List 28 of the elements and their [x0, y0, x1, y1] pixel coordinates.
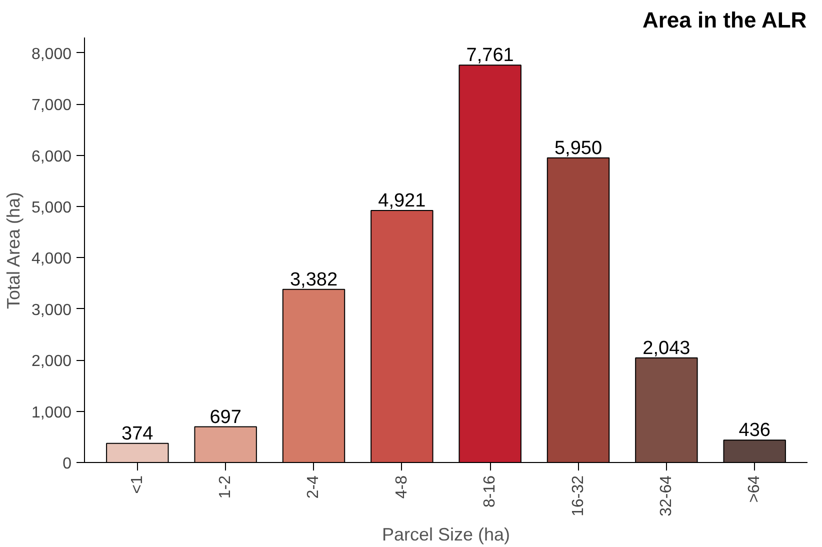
data-label: 4,921: [378, 190, 426, 212]
y-tick-label: 1,000: [31, 404, 72, 422]
chart-title: Area in the ALR: [642, 8, 807, 32]
data-label: 2,043: [642, 338, 690, 359]
x-tick-label: 32-64: [658, 475, 675, 516]
x-tick-label: 1-2: [217, 475, 234, 499]
data-label: 3,382: [290, 269, 338, 290]
y-tick-label: 4,000: [31, 250, 72, 268]
y-tick-label: 7,000: [31, 97, 72, 114]
data-label: 697: [210, 406, 242, 428]
data-label: 374: [122, 423, 154, 444]
x-tick-label: <1: [128, 475, 146, 494]
x-tick-label: >64: [746, 475, 764, 503]
data-label: 5,950: [554, 138, 602, 159]
x-tick-label: 4-8: [393, 475, 410, 499]
x-tick-label: 16-32: [570, 475, 587, 516]
y-axis-title: Total Area (ha): [3, 192, 24, 310]
y-tick-label: 5,000: [31, 199, 72, 216]
y-tick-label: 2,000: [31, 353, 72, 370]
y-tick-label: 3,000: [31, 302, 72, 319]
x-axis-title: Parcel Size (ha): [382, 524, 510, 544]
y-tick-label: 6,000: [31, 148, 72, 166]
data-label: 436: [738, 420, 770, 442]
y-tick-label: 0: [62, 456, 72, 472]
data-label: 7,761: [466, 45, 514, 66]
x-tick-label: 2-4: [305, 475, 322, 499]
x-tick-label: 8-16: [482, 475, 499, 508]
y-tick-label: 8,000: [31, 46, 72, 63]
